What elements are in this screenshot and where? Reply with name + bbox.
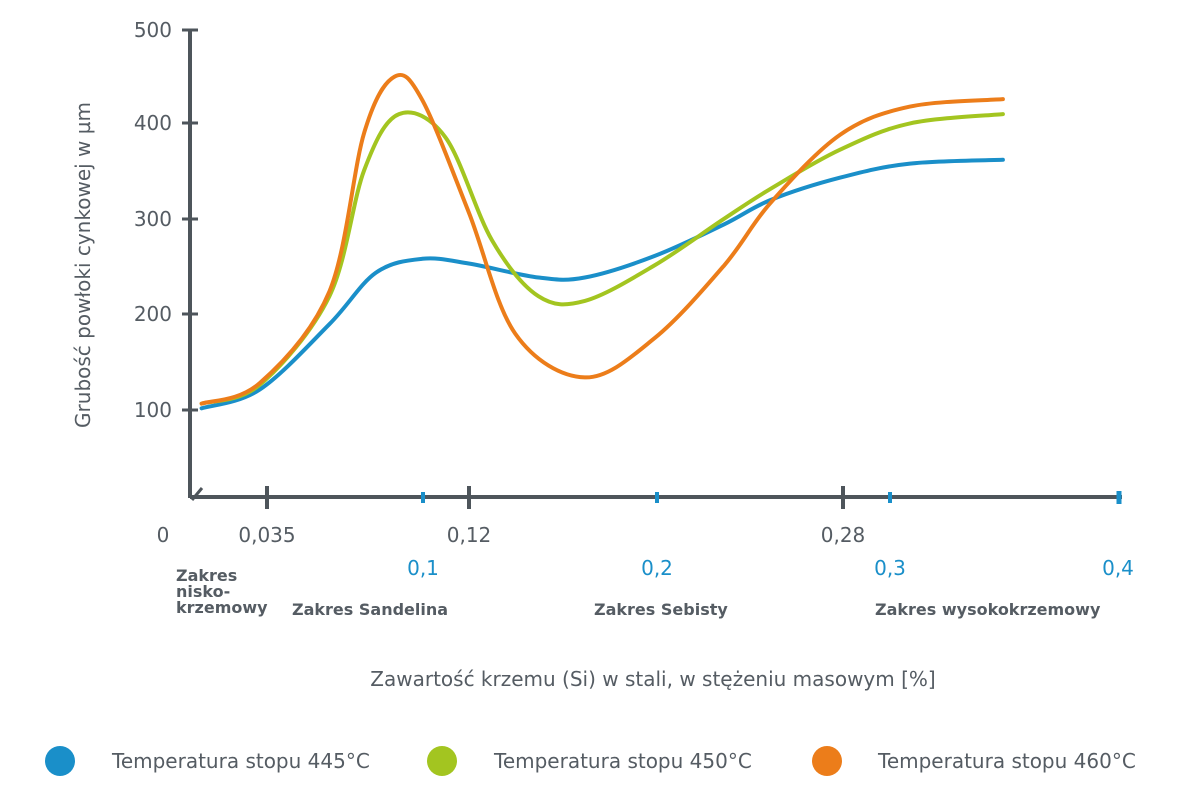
y-tick-label: 200 (134, 302, 172, 326)
range-label-low-silicon: nisko- (176, 582, 230, 601)
range-label-sebisty: Zakres Sebisty (594, 600, 728, 619)
x-tick-label-dark: 0,035 (238, 523, 295, 547)
x-tick-label-dark: 0,12 (447, 523, 492, 547)
x-tick-label-origin: 0 (157, 523, 170, 547)
range-label-low-silicon: krzemowy (176, 598, 268, 617)
legend-label-450: Temperatura stopu 450°C (493, 749, 752, 773)
y-ticks: 100 200 300 400 500 (134, 18, 198, 422)
series-line-450 (199, 110, 1005, 406)
legend-marker-460 (812, 746, 842, 776)
legend-label-460: Temperatura stopu 460°C (877, 749, 1136, 773)
x-ticks-blue: 0,1 0,2 0,3 0,4 (407, 491, 1134, 580)
series-lines (199, 72, 1005, 411)
legend: Temperatura stopu 445°C Temperatura stop… (45, 746, 1136, 776)
legend-marker-450 (427, 746, 457, 776)
y-axis-label: Grubość powłoki cynkowej w µm (71, 102, 95, 428)
y-tick-label: 300 (134, 207, 172, 231)
range-label-high-silicon: Zakres wysokokrzemowy (875, 600, 1101, 619)
x-tick-label-blue: 0,1 (407, 556, 439, 580)
series-line-445 (199, 157, 1005, 411)
range-label-sandelin: Zakres Sandelina (292, 600, 448, 619)
x-ticks-dark: 0 0,035 0,12 0,28 (157, 486, 866, 547)
y-tick-label: 100 (134, 398, 172, 422)
y-tick-label: 400 (134, 111, 172, 135)
x-axis-label: Zawartość krzemu (Si) w stali, w stężeni… (370, 667, 935, 691)
axis-break-icon (190, 487, 204, 501)
x-tick-label-blue: 0,2 (641, 556, 673, 580)
range-labels: Zakres nisko- krzemowy Zakres Sandelina … (176, 566, 1101, 619)
x-tick-label-blue: 0,3 (874, 556, 906, 580)
legend-marker-445 (45, 746, 75, 776)
x-tick-label-dark: 0,28 (821, 523, 866, 547)
y-tick-label: 500 (134, 18, 172, 42)
series-line-460 (199, 72, 1005, 406)
x-tick-label-blue: 0,4 (1102, 556, 1134, 580)
legend-label-445: Temperatura stopu 445°C (111, 749, 370, 773)
range-label-low-silicon: Zakres (176, 566, 237, 585)
